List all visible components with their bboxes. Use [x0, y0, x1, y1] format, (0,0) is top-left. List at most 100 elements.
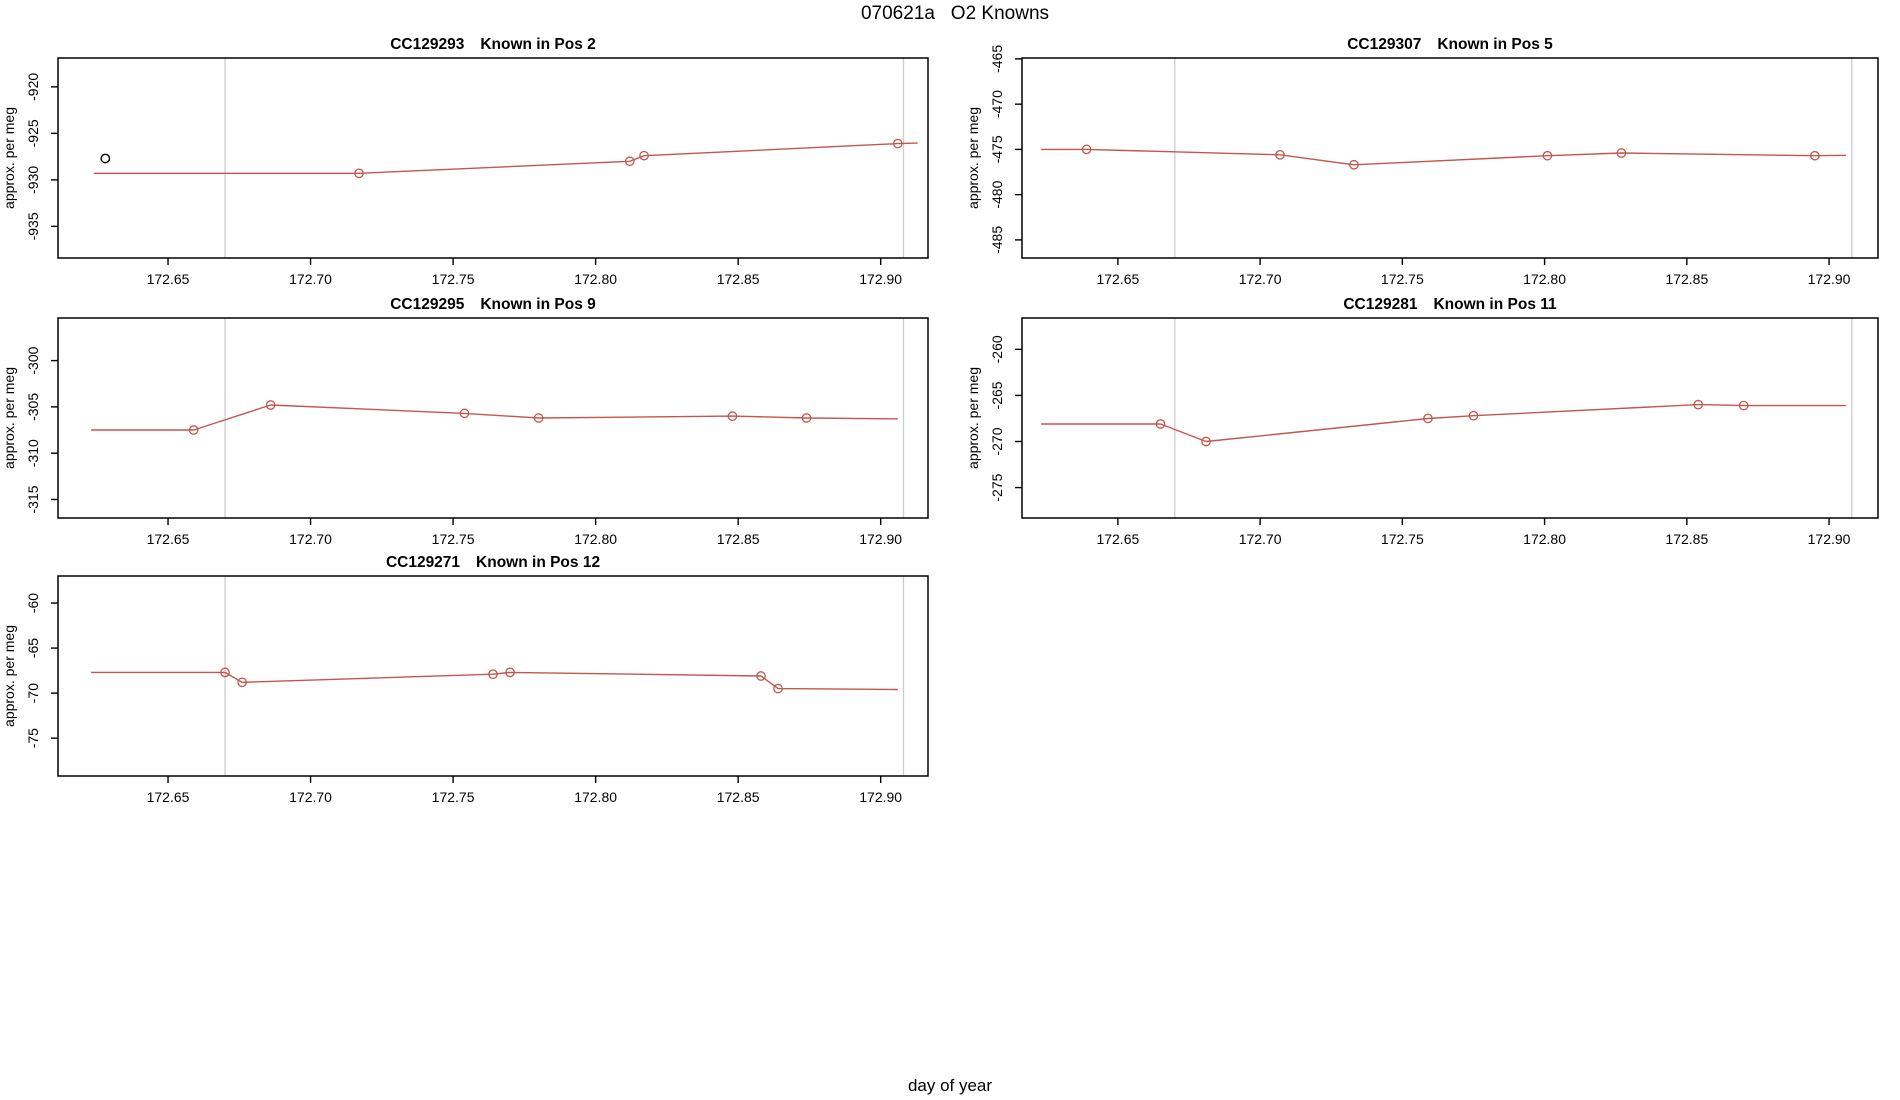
- x-tick-label: 172.85: [717, 531, 760, 547]
- x-tick-label: 172.90: [1808, 271, 1851, 287]
- x-tick-label: 172.80: [1523, 531, 1566, 547]
- x-tick-label: 172.70: [1239, 271, 1282, 287]
- y-tick-label: -75: [25, 728, 41, 748]
- data-point: [801, 413, 812, 423]
- data-point: [624, 156, 635, 167]
- x-tick-label: 172.80: [1523, 271, 1566, 287]
- x-tick-label: 172.75: [1381, 531, 1424, 547]
- panel-title: CC129271 Known in Pos 12: [386, 554, 600, 571]
- x-tick-label: 172.70: [1239, 531, 1282, 547]
- series-line: [91, 671, 898, 691]
- series-line: [1041, 403, 1847, 443]
- y-axis-label: approx. per meg: [1, 625, 17, 727]
- x-tick-label: 172.90: [859, 531, 902, 547]
- y-tick-label: -315: [25, 485, 41, 513]
- x-tick-label: 172.65: [147, 531, 190, 547]
- y-tick-label: -930: [25, 166, 41, 194]
- x-tick-label: 172.90: [1808, 531, 1851, 547]
- chart-panel-CC129271: 172.65 172.70 172.75 172.80 172.85 172.90 -60 -…: [1, 554, 929, 805]
- y-tick-label: -920: [25, 73, 41, 101]
- x-tick-label: 172.70: [289, 531, 332, 547]
- data-point: [892, 138, 903, 149]
- x-tick-label: 172.85: [717, 789, 760, 805]
- panel-title: CC129295 Known in Pos 9: [390, 296, 596, 313]
- plot-box: [1021, 317, 1879, 519]
- panel-title: CC129307 Known in Pos 5: [1347, 36, 1553, 53]
- y-tick-label: -465: [989, 45, 1005, 73]
- data-point: [1693, 399, 1704, 410]
- x-tick-label: 172.75: [432, 531, 475, 547]
- data-point: [488, 669, 498, 680]
- panel-title: CC129293 Known in Pos 2: [390, 36, 596, 53]
- y-tick-label: -925: [25, 119, 41, 147]
- data-point: [1275, 149, 1285, 160]
- data-point: [265, 400, 276, 410]
- y-tick-label: -260: [989, 335, 1005, 363]
- y-tick-label: -480: [989, 180, 1005, 208]
- x-tick-label: 172.75: [432, 789, 475, 805]
- y-tick-label: -265: [989, 381, 1005, 409]
- y-tick-label: -270: [989, 427, 1005, 455]
- data-point: [639, 150, 649, 161]
- y-tick-label: -65: [25, 638, 41, 658]
- page-title: 070621a O2 Knowns: [860, 3, 1050, 24]
- y-tick-label: -275: [989, 473, 1005, 501]
- y-tick-label: -310: [25, 439, 41, 467]
- y-tick-label: -60: [25, 593, 41, 613]
- data-point: [1809, 150, 1820, 161]
- y-axis-label: approx. per meg: [1, 107, 17, 209]
- x-tick-label: 172.85: [717, 271, 760, 287]
- data-point: [1542, 150, 1553, 161]
- x-tick-label: 172.65: [147, 789, 190, 805]
- data-point: [237, 677, 247, 688]
- x-tick-label: 172.70: [289, 271, 332, 287]
- x-tick-label: 172.70: [289, 789, 332, 805]
- plot-box: [57, 575, 929, 777]
- series-line: [93, 142, 918, 175]
- data-point: [1423, 413, 1433, 424]
- x-axis-title: day of year: [907, 1076, 993, 1095]
- chart-panel-CC129281: 172.65 172.70 172.75 172.80 172.85 172.90 -260…: [965, 296, 1879, 547]
- chart-panel-CC129295: 172.65 172.70 172.75 172.80 172.85 172.90 -300…: [1, 296, 929, 547]
- plot-box: [57, 317, 929, 519]
- data-point: [1738, 400, 1749, 411]
- series-line: [91, 404, 898, 431]
- chart-panel-CC129307: 172.65 172.70 172.75 172.80 172.85 172.90 -465…: [965, 36, 1879, 287]
- x-tick-label: 172.85: [1665, 271, 1708, 287]
- x-tick-label: 172.90: [859, 271, 902, 287]
- data-point: [1155, 419, 1166, 429]
- y-axis-label: approx. per meg: [965, 367, 981, 469]
- data-point: [1468, 410, 1479, 421]
- data-point: [1616, 148, 1627, 158]
- x-tick-label: 172.65: [147, 271, 190, 287]
- data-point: [727, 411, 738, 421]
- y-tick-label: -300: [25, 346, 41, 374]
- data-point: [773, 683, 783, 694]
- y-axis-label: approx. per meg: [1, 367, 17, 469]
- data-point: [1349, 159, 1359, 170]
- data-point: [756, 671, 766, 681]
- y-tick-label: -935: [25, 212, 41, 240]
- y-tick-label: -470: [989, 90, 1005, 118]
- y-tick-label: -70: [25, 683, 41, 703]
- data-point: [354, 168, 364, 179]
- data-point: [220, 667, 230, 678]
- outlier-point: [100, 153, 111, 164]
- x-tick-label: 172.85: [1665, 531, 1708, 547]
- x-tick-label: 172.65: [1096, 271, 1139, 287]
- data-point: [1081, 144, 1092, 155]
- data-point: [459, 408, 470, 419]
- data-point: [533, 413, 544, 423]
- plot-box: [57, 57, 929, 259]
- x-tick-label: 172.80: [574, 271, 617, 287]
- y-tick-label: -305: [25, 393, 41, 421]
- y-axis-label: approx. per meg: [965, 107, 981, 209]
- chart-panel-CC129293: 172.65 172.70 172.75 172.80 172.85 172.90 -920…: [1, 36, 929, 287]
- x-tick-label: 172.90: [859, 789, 902, 805]
- panel-title: CC129281 Known in Pos 11: [1343, 296, 1557, 313]
- y-tick-label: -485: [989, 226, 1005, 254]
- data-point: [505, 667, 515, 678]
- x-tick-label: 172.80: [574, 789, 617, 805]
- data-point: [188, 425, 199, 435]
